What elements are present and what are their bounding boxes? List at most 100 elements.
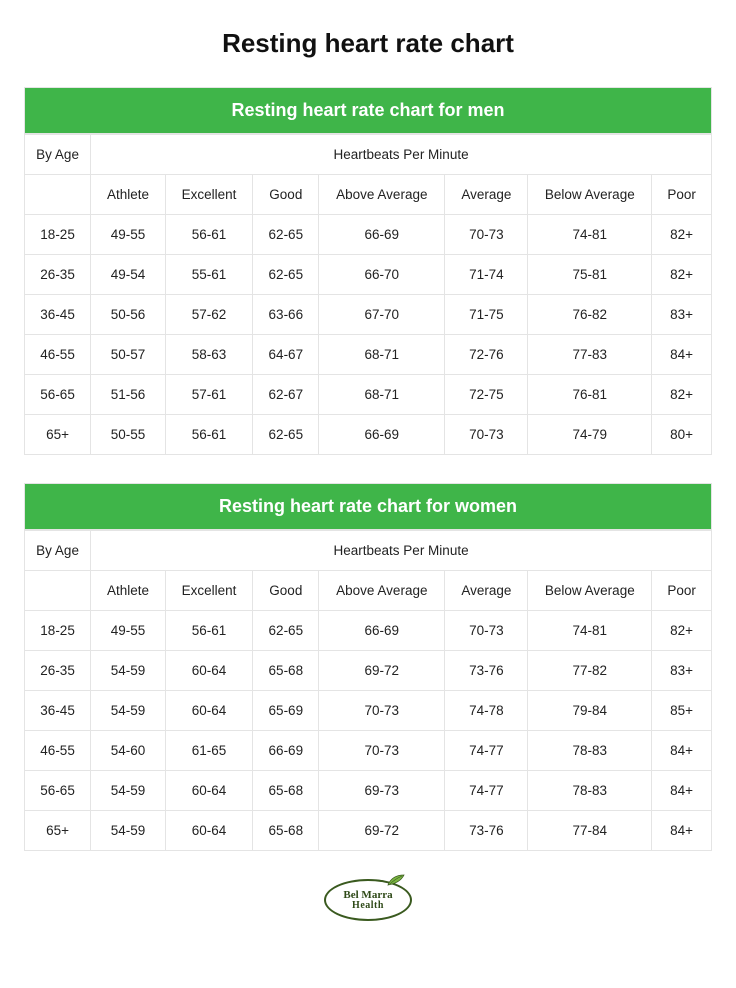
- data-cell: 70-73: [319, 731, 445, 771]
- data-cell: 76-82: [528, 295, 652, 335]
- page-title: Resting heart rate chart: [24, 28, 712, 59]
- data-cell: 56-61: [165, 611, 252, 651]
- data-cell: 69-72: [319, 651, 445, 691]
- data-cell: 70-73: [319, 691, 445, 731]
- data-cell: 49-54: [91, 255, 166, 295]
- data-cell: 63-66: [253, 295, 319, 335]
- data-cell: 66-70: [319, 255, 445, 295]
- men-chart-block: Resting heart rate chart for men By Age …: [24, 87, 712, 455]
- by-age-header: By Age: [25, 531, 91, 571]
- table-super-header-row: By Age Heartbeats Per Minute: [25, 531, 712, 571]
- table-row: 36-45 50-56 57-62 63-66 67-70 71-75 76-8…: [25, 295, 712, 335]
- men-table: By Age Heartbeats Per Minute Athlete Exc…: [24, 134, 712, 455]
- col-header: Below Average: [528, 571, 652, 611]
- table-row: 26-35 49-54 55-61 62-65 66-70 71-74 75-8…: [25, 255, 712, 295]
- logo-text-line1: Bel Marra: [343, 890, 392, 901]
- data-cell: 75-81: [528, 255, 652, 295]
- data-cell: 54-59: [91, 651, 166, 691]
- col-header: Average: [445, 175, 528, 215]
- data-cell: 79-84: [528, 691, 652, 731]
- data-cell: 77-83: [528, 335, 652, 375]
- data-cell: 73-76: [445, 651, 528, 691]
- data-cell: 64-67: [253, 335, 319, 375]
- women-chart-block: Resting heart rate chart for women By Ag…: [24, 483, 712, 851]
- data-cell: 62-65: [253, 255, 319, 295]
- data-cell: 51-56: [91, 375, 166, 415]
- data-cell: 82+: [652, 375, 712, 415]
- hpm-header: Heartbeats Per Minute: [91, 531, 712, 571]
- data-cell: 56-61: [165, 215, 252, 255]
- data-cell: 62-65: [253, 415, 319, 455]
- data-cell: 57-62: [165, 295, 252, 335]
- data-cell: 78-83: [528, 731, 652, 771]
- data-cell: 70-73: [445, 215, 528, 255]
- data-cell: 65-69: [253, 691, 319, 731]
- col-header: Average: [445, 571, 528, 611]
- col-header: Excellent: [165, 571, 252, 611]
- age-cell: 36-45: [25, 295, 91, 335]
- col-header: Good: [253, 175, 319, 215]
- data-cell: 76-81: [528, 375, 652, 415]
- data-cell: 66-69: [319, 611, 445, 651]
- table-row: 46-55 54-60 61-65 66-69 70-73 74-77 78-8…: [25, 731, 712, 771]
- col-header: Good: [253, 571, 319, 611]
- data-cell: 74-78: [445, 691, 528, 731]
- data-cell: 82+: [652, 255, 712, 295]
- table-column-header-row: Athlete Excellent Good Above Average Ave…: [25, 175, 712, 215]
- hpm-header: Heartbeats Per Minute: [91, 135, 712, 175]
- data-cell: 70-73: [445, 611, 528, 651]
- data-cell: 67-70: [319, 295, 445, 335]
- data-cell: 54-60: [91, 731, 166, 771]
- table-super-header-row: By Age Heartbeats Per Minute: [25, 135, 712, 175]
- data-cell: 50-55: [91, 415, 166, 455]
- data-cell: 58-63: [165, 335, 252, 375]
- data-cell: 61-65: [165, 731, 252, 771]
- data-cell: 60-64: [165, 651, 252, 691]
- col-header: Above Average: [319, 571, 445, 611]
- data-cell: 65-68: [253, 811, 319, 851]
- col-header: Excellent: [165, 175, 252, 215]
- data-cell: 84+: [652, 771, 712, 811]
- table-row: 65+ 50-55 56-61 62-65 66-69 70-73 74-79 …: [25, 415, 712, 455]
- age-cell: 56-65: [25, 375, 91, 415]
- age-cell: 46-55: [25, 335, 91, 375]
- age-cell: 36-45: [25, 691, 91, 731]
- brand-logo: Bel Marra Health: [324, 879, 412, 921]
- table-row: 18-25 49-55 56-61 62-65 66-69 70-73 74-8…: [25, 215, 712, 255]
- data-cell: 80+: [652, 415, 712, 455]
- data-cell: 62-65: [253, 215, 319, 255]
- col-header: Above Average: [319, 175, 445, 215]
- data-cell: 82+: [652, 611, 712, 651]
- empty-header: [25, 571, 91, 611]
- data-cell: 77-82: [528, 651, 652, 691]
- table-row: 56-65 51-56 57-61 62-67 68-71 72-75 76-8…: [25, 375, 712, 415]
- data-cell: 83+: [652, 295, 712, 335]
- col-header: Athlete: [91, 571, 166, 611]
- data-cell: 71-74: [445, 255, 528, 295]
- data-cell: 54-59: [91, 811, 166, 851]
- data-cell: 62-67: [253, 375, 319, 415]
- data-cell: 69-73: [319, 771, 445, 811]
- data-cell: 66-69: [319, 215, 445, 255]
- data-cell: 66-69: [319, 415, 445, 455]
- data-cell: 57-61: [165, 375, 252, 415]
- data-cell: 68-71: [319, 375, 445, 415]
- empty-header: [25, 175, 91, 215]
- data-cell: 74-77: [445, 771, 528, 811]
- age-cell: 56-65: [25, 771, 91, 811]
- data-cell: 60-64: [165, 811, 252, 851]
- data-cell: 50-56: [91, 295, 166, 335]
- col-header: Athlete: [91, 175, 166, 215]
- data-cell: 54-59: [91, 691, 166, 731]
- data-cell: 74-81: [528, 215, 652, 255]
- men-chart-title: Resting heart rate chart for men: [24, 87, 712, 134]
- age-cell: 26-35: [25, 255, 91, 295]
- data-cell: 49-55: [91, 611, 166, 651]
- women-table: By Age Heartbeats Per Minute Athlete Exc…: [24, 530, 712, 851]
- by-age-header: By Age: [25, 135, 91, 175]
- data-cell: 65-68: [253, 771, 319, 811]
- col-header: Below Average: [528, 175, 652, 215]
- footer-logo: Bel Marra Health: [24, 879, 712, 921]
- table-row: 36-45 54-59 60-64 65-69 70-73 74-78 79-8…: [25, 691, 712, 731]
- data-cell: 74-79: [528, 415, 652, 455]
